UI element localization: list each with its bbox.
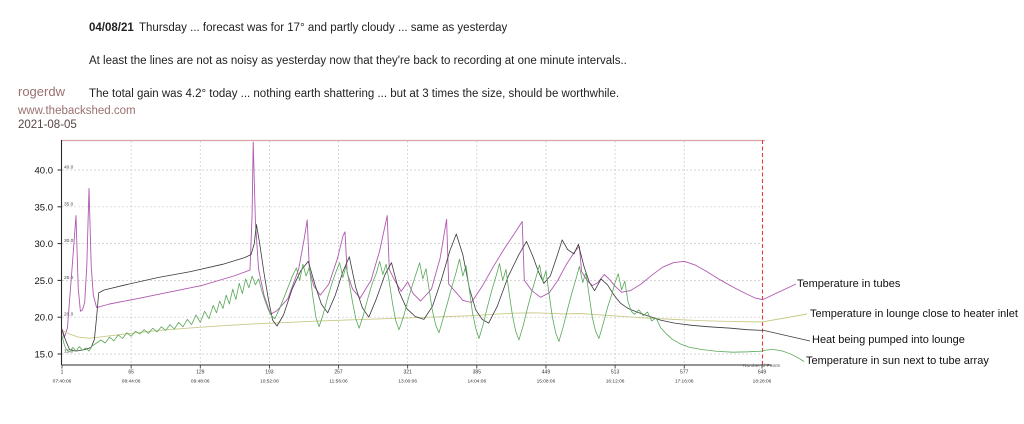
post-message-line3: The total gain was 4.2° today ... nothin…	[89, 88, 620, 100]
legend-temperature-in-tubes: Temperature in tubes	[797, 278, 901, 290]
svg-text:40.0: 40.0	[35, 166, 54, 177]
svg-text:16:12:06: 16:12:06	[606, 379, 625, 385]
svg-text:10:52:06: 10:52:06	[260, 379, 279, 385]
x-axis-title: Number of Points	[743, 363, 781, 369]
svg-text:257: 257	[334, 370, 343, 376]
svg-text:30.0: 30.0	[64, 238, 74, 244]
svg-text:321: 321	[404, 370, 413, 376]
svg-text:65: 65	[128, 370, 134, 376]
svg-text:129: 129	[196, 370, 205, 376]
svg-text:513: 513	[611, 370, 620, 376]
svg-text:25.0: 25.0	[35, 276, 54, 287]
svg-text:449: 449	[542, 370, 551, 376]
legend-temperature-in-sun: Temperature in sun next to tube array	[806, 355, 989, 367]
svg-text:577: 577	[680, 370, 689, 376]
svg-text:07:40:06: 07:40:06	[53, 379, 72, 385]
svg-text:14:04:06: 14:04:06	[467, 379, 486, 385]
svg-text:30.0: 30.0	[35, 239, 54, 250]
post-date: 04/08/21	[89, 22, 134, 34]
svg-text:649: 649	[758, 370, 767, 376]
svg-text:35.0: 35.0	[64, 201, 74, 207]
username: rogerdw	[18, 84, 65, 99]
svg-text:20.0: 20.0	[35, 313, 54, 324]
legend-temperature-in-lounge: Temperature in lounge close to heater in…	[810, 308, 1018, 320]
svg-text:15.0: 15.0	[35, 350, 54, 361]
svg-text:193: 193	[265, 370, 274, 376]
legend-heat-pumped-into-lounge: Heat being pumped into lounge	[812, 334, 965, 346]
svg-text:11:56:06: 11:56:06	[329, 379, 348, 385]
svg-text:17:16:06: 17:16:06	[675, 379, 694, 385]
post-message-line1: Thursday ... forecast was for 17° and pa…	[139, 22, 508, 34]
svg-text:35.0: 35.0	[35, 202, 54, 213]
post-message-line2: At least the lines are not as noisy as y…	[89, 55, 627, 67]
svg-text:25.0: 25.0	[64, 275, 74, 281]
svg-text:13:00:06: 13:00:06	[398, 379, 417, 385]
site-link: www.thebackshed.com	[18, 105, 136, 117]
svg-text:18:28:06: 18:28:06	[753, 379, 772, 385]
svg-text:385: 385	[473, 370, 482, 376]
svg-text:08:44:06: 08:44:06	[122, 379, 141, 385]
svg-text:15:08:06: 15:08:06	[537, 379, 556, 385]
svg-text:09:48:06: 09:48:06	[191, 379, 210, 385]
svg-text:1: 1	[61, 370, 64, 376]
post-timestamp: 2021-08-05	[18, 119, 77, 131]
svg-text:40.0: 40.0	[64, 165, 74, 171]
